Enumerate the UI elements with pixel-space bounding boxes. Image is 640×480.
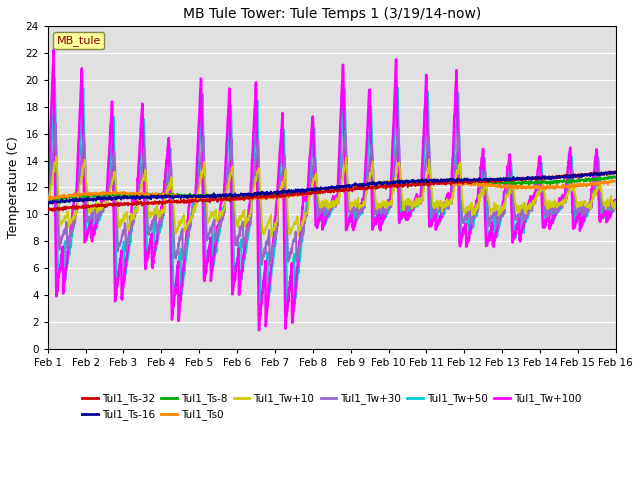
Tul1_Ts-8 (595, 175, 603, 180)
Tul1_Tw+50 (257, 305, 265, 311)
Tul1_Tw+30 (321, 204, 328, 210)
Tul1_Ts-8 (612, 174, 620, 180)
Line: Tul1_Tw+30: Tul1_Tw+30 (48, 124, 616, 265)
Tul1_Tw+50 (73, 199, 81, 205)
Tul1_Ts0 (305, 189, 313, 195)
Tul1_Tw+30 (266, 263, 273, 268)
Tul1_Tw+10 (305, 194, 313, 200)
Tul1_Tw+100 (596, 217, 604, 223)
Tul1_Ts0 (596, 179, 604, 185)
Tul1_Ts0 (492, 183, 499, 189)
Tul1_Tw+10 (596, 180, 604, 186)
Tul1_Ts-32 (492, 177, 499, 182)
Y-axis label: Temperature (C): Temperature (C) (7, 136, 20, 239)
Tul1_Tw+50 (596, 182, 604, 188)
Tul1_Tw+30 (305, 186, 313, 192)
Tul1_Tw+10 (73, 208, 81, 214)
Tul1_Ts-8 (73, 193, 81, 199)
Tul1_Ts-16 (607, 168, 615, 174)
Tul1_Tw+100 (596, 217, 604, 223)
Tul1_Tw+50 (44, 195, 52, 201)
Tul1_Tw+10 (321, 198, 328, 204)
Tul1_Ts-32 (321, 188, 328, 194)
Tul1_Tw+50 (492, 231, 499, 237)
Line: Tul1_Tw+50: Tul1_Tw+50 (48, 78, 616, 308)
Tul1_Ts-32 (612, 170, 620, 176)
Tul1_Tw+100 (321, 218, 328, 224)
Tul1_Tw+30 (44, 194, 52, 200)
Tul1_Tw+100 (73, 178, 81, 184)
Tul1_Ts-32 (49, 208, 56, 214)
Tul1_Tw+100 (50, 47, 58, 53)
Tul1_Ts0 (321, 187, 328, 192)
Line: Tul1_Tw+100: Tul1_Tw+100 (48, 50, 616, 330)
Line: Tul1_Tw+10: Tul1_Tw+10 (48, 157, 616, 238)
Tul1_Tw+10 (492, 206, 499, 212)
Tul1_Ts-32 (596, 170, 604, 176)
Tul1_Ts-8 (305, 187, 313, 193)
Line: Tul1_Ts-8: Tul1_Ts-8 (48, 176, 616, 200)
Tul1_Ts-16 (44, 201, 52, 207)
Tul1_Tw+100 (305, 157, 313, 163)
Tul1_Tw+50 (305, 182, 313, 188)
Tul1_Ts-8 (44, 196, 52, 202)
Tul1_Ts-32 (305, 191, 313, 196)
Tul1_Ts0 (612, 179, 620, 185)
Tul1_Tw+50 (321, 208, 328, 214)
Tul1_Ts-16 (595, 171, 603, 177)
Tul1_Ts-8 (596, 176, 604, 182)
Tul1_Tw+10 (268, 235, 275, 240)
Line: Tul1_Ts0: Tul1_Ts0 (48, 180, 616, 201)
Tul1_Ts0 (202, 198, 210, 204)
Tul1_Tw+50 (51, 75, 59, 81)
Tul1_Tw+100 (44, 192, 52, 198)
Tul1_Tw+100 (612, 200, 620, 205)
Line: Tul1_Ts-32: Tul1_Ts-32 (48, 171, 616, 211)
Tul1_Ts-8 (321, 187, 328, 192)
Tul1_Tw+100 (492, 232, 499, 238)
Tul1_Ts-16 (73, 197, 81, 203)
Tul1_Tw+10 (612, 199, 620, 204)
Legend: Tul1_Ts-32, Tul1_Ts-16, Tul1_Ts-8, Tul1_Ts0, Tul1_Tw+10, Tul1_Tw+30, Tul1_Tw+50,: Tul1_Ts-32, Tul1_Ts-16, Tul1_Ts-8, Tul1_… (77, 389, 586, 425)
Tul1_Ts-32 (44, 206, 52, 212)
Tul1_Ts-16 (320, 186, 328, 192)
Tul1_Tw+10 (44, 197, 52, 203)
Tul1_Ts-16 (595, 172, 603, 178)
Title: MB Tule Tower: Tule Temps 1 (3/19/14-now): MB Tule Tower: Tule Temps 1 (3/19/14-now… (182, 7, 481, 21)
Tul1_Ts0 (44, 195, 52, 201)
Tul1_Ts-32 (595, 171, 603, 177)
Tul1_Ts-32 (611, 168, 619, 174)
Tul1_Ts0 (73, 192, 81, 198)
Tul1_Tw+50 (596, 175, 604, 181)
Tul1_Ts-8 (492, 179, 499, 185)
Tul1_Tw+30 (596, 179, 604, 184)
Tul1_Ts-32 (73, 204, 81, 209)
Tul1_Ts-16 (305, 187, 313, 193)
Tul1_Tw+30 (492, 209, 499, 215)
Tul1_Tw+10 (52, 154, 60, 160)
Line: Tul1_Ts-16: Tul1_Ts-16 (48, 171, 616, 204)
Tul1_Tw+30 (52, 121, 60, 127)
Tul1_Ts-16 (491, 177, 499, 183)
Tul1_Tw+50 (612, 201, 620, 207)
Tul1_Tw+30 (612, 199, 620, 204)
Tul1_Ts-16 (612, 170, 620, 176)
Tul1_Tw+30 (596, 180, 604, 185)
Tul1_Ts0 (595, 180, 603, 185)
Tul1_Ts-8 (54, 197, 61, 203)
Tul1_Tw+30 (73, 205, 81, 211)
Tul1_Ts-8 (610, 173, 618, 179)
Tul1_Ts0 (612, 177, 620, 183)
Tul1_Tw+100 (255, 327, 263, 333)
Tul1_Tw+10 (596, 181, 604, 187)
